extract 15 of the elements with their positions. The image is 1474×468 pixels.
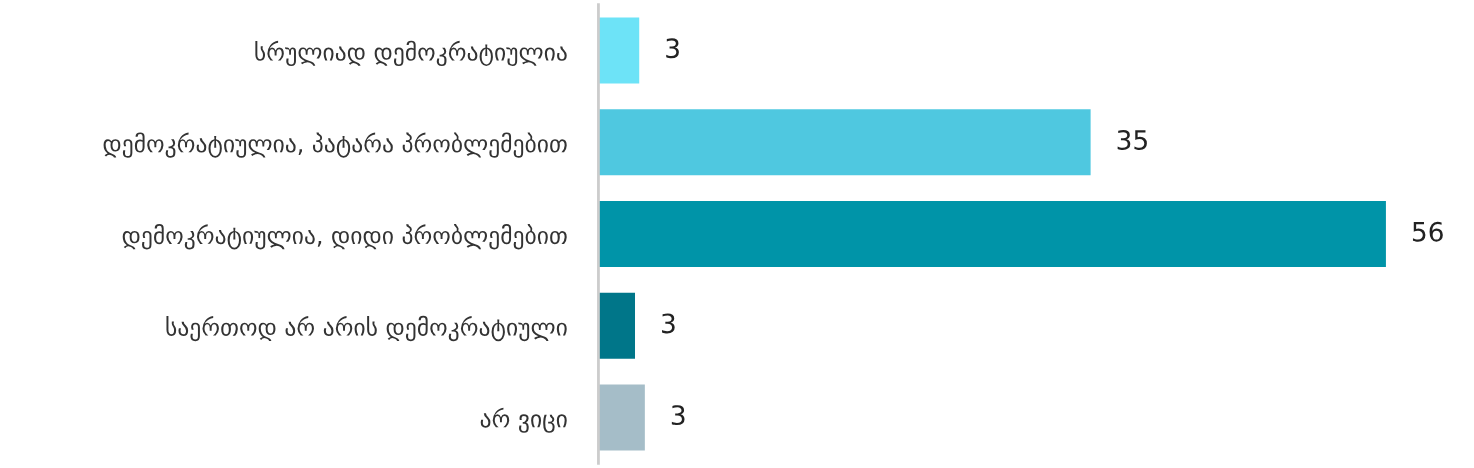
bar [598, 292, 636, 359]
y-tick-label: სრულიად დემოკრატიულია [255, 40, 567, 66]
bar [598, 109, 1091, 176]
bar [598, 384, 645, 451]
y-tick-label: დემოკრატიულია, პატარა პრობლემებით [103, 132, 567, 158]
data-label: 3 [666, 38, 679, 59]
data-label: 3 [671, 405, 685, 426]
bar [598, 17, 640, 84]
data-label: 35 [1117, 129, 1147, 150]
y-tick-label: არ ვიცი [480, 407, 567, 433]
data-label: 3 [662, 313, 675, 334]
data-label: 56 [1412, 221, 1443, 242]
y-tick-label: საერთოდ არ არის დემოკრატიული [166, 315, 567, 342]
bar [598, 200, 1386, 268]
y-tick-label: დემოკრატიულია, დიდი პრობლემებით [122, 224, 567, 250]
